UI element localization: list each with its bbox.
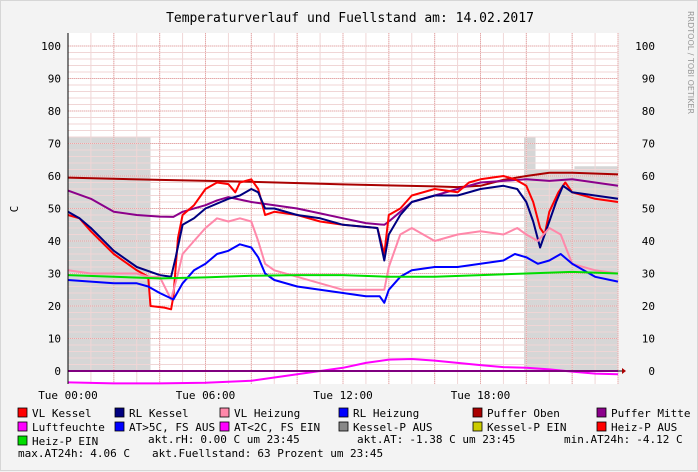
legend-swatch-11 (596, 421, 607, 432)
status-label-0: akt.rH: (148, 433, 194, 446)
y-tick-label-right: 0 (648, 365, 655, 378)
legend-label-8: AT<2C, FS EIN (234, 421, 320, 434)
y-tick-label-right: 40 (642, 235, 655, 248)
status-value-4: 63 Prozent um 23:45 (257, 447, 383, 460)
y-tick-label-left: 10 (48, 333, 61, 346)
y-tick-label-left: 0 (54, 365, 61, 378)
x-tick-label: Tue 18:00 (451, 389, 511, 402)
y-tick-label-right: 90 (642, 73, 655, 86)
y-tick-label-left: 90 (48, 73, 61, 86)
status-line-4: akt.Fuellstand: 63 Prozent um 23:45 (152, 447, 383, 460)
y-tick-label-left: 50 (48, 203, 61, 216)
legend-label-0: VL Kessel (32, 407, 92, 420)
series-line-4 (67, 217, 619, 301)
legend-label-4: Puffer Oben (487, 407, 560, 420)
y-tick-label-left: 100 (41, 40, 61, 53)
series-line-7 (67, 358, 619, 385)
x-tick-label: Tue 12:00 (313, 389, 373, 402)
legend-swatch-12 (17, 435, 28, 446)
x-axis-arrow (622, 368, 626, 374)
status-label-2: min.AT24h: (564, 433, 630, 446)
status-lines: akt.rH: 0.00 C um 23:45 akt.AT: -1.38 C um … (18, 433, 683, 460)
status-value-3: 4.06 C (90, 447, 130, 460)
series-line-2 (67, 175, 619, 311)
y-tick-label-right: 50 (642, 203, 655, 216)
y-tick-label-right: 20 (642, 300, 655, 313)
y-tick-label-right: 60 (642, 170, 655, 183)
series-line-5 (67, 243, 619, 304)
y-tick-label-right: 70 (642, 138, 655, 151)
legend-swatch-0 (17, 407, 28, 418)
x-tick-label: Tue 00:00 (38, 389, 98, 402)
legend-swatch-9 (338, 421, 349, 432)
legend-label-2: VL Heizung (234, 407, 300, 420)
watermark: RRDTOOL / TOBI OETIKER (686, 11, 695, 114)
chart-axes: 0 0 10 10 20 20 30 30 40 40 50 50 60 60 70 70 80 80 90 90 10… (38, 33, 655, 402)
y-tick-label-left: 80 (48, 105, 61, 118)
status-line-0: akt.rH: 0.00 C um 23:45 (148, 433, 300, 446)
legend-label-1: RL Kessel (129, 407, 189, 420)
legend-swatch-8 (219, 421, 230, 432)
legend-label-11: Heiz-P AUS (611, 421, 677, 434)
status-label-3: max.AT24h: (18, 447, 84, 460)
status-value-0: 0.00 C um 23:45 (200, 433, 299, 446)
legend: VL Kessel RL Kessel VL Heizung RL Heizung Pu… (17, 407, 690, 448)
y-tick-label-left: 20 (48, 300, 61, 313)
status-line-2: min.AT24h: -4.12 C (564, 433, 683, 446)
y-tick-label-left: 40 (48, 235, 61, 248)
legend-swatch-4 (472, 407, 483, 418)
series-line-1 (67, 178, 619, 226)
y-tick-label-left: 60 (48, 170, 61, 183)
legend-label-9: Kessel-P AUS (353, 421, 432, 434)
y-tick-label-left: 30 (48, 268, 61, 281)
legend-swatch-10 (472, 421, 483, 432)
series-line-6 (67, 270, 619, 280)
status-line-3: max.AT24h: 4.06 C (18, 447, 130, 460)
x-tick-label: Tue 06:00 (176, 389, 236, 402)
legend-label-10: Kessel-P EIN (487, 421, 566, 434)
status-value-1: -1.38 C um 23:45 (409, 433, 515, 446)
y-tick-label-right: 100 (635, 40, 655, 53)
legend-swatch-3 (338, 407, 349, 418)
status-label-1: akt.AT: (357, 433, 403, 446)
y-tick-label-left: 70 (48, 138, 61, 151)
y-tick-label-right: 80 (642, 105, 655, 118)
legend-swatch-5 (596, 407, 607, 418)
legend-swatch-2 (219, 407, 230, 418)
legend-label-7: AT>5C, FS AUS (129, 421, 215, 434)
chart-title: Temperaturverlauf und Fuellstand am: 14.… (166, 11, 534, 26)
y-axis-label: C (8, 206, 21, 213)
legend-swatch-6 (17, 421, 28, 432)
status-label-4: akt.Fuellstand: (152, 447, 251, 460)
legend-label-5: Puffer Mitte (611, 407, 690, 420)
legend-swatch-7 (114, 421, 125, 432)
y-tick-label-right: 10 (642, 333, 655, 346)
series-line-3 (67, 184, 619, 278)
y-tick-label-right: 30 (642, 268, 655, 281)
legend-label-6: Luftfeuchte (32, 421, 105, 434)
status-line-1: akt.AT: -1.38 C um 23:45 (357, 433, 515, 446)
status-value-2: -4.12 C (636, 433, 682, 446)
legend-swatch-1 (114, 407, 125, 418)
legend-label-12: Heiz-P EIN (32, 435, 98, 448)
legend-label-3: RL Heizung (353, 407, 419, 420)
